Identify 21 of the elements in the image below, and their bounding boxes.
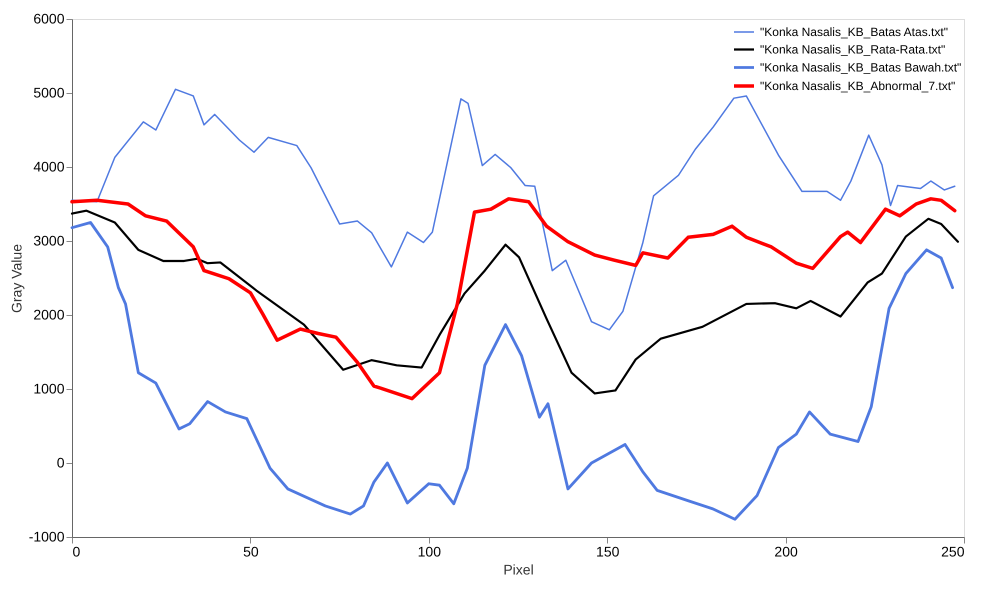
y-tick-label: 6000	[33, 10, 65, 26]
x-tick-label: 50	[243, 544, 259, 560]
y-tick-label: 4000	[33, 158, 65, 174]
x-tick-label: 250	[941, 544, 965, 560]
x-tick-label: 0	[72, 544, 80, 560]
y-tick-label: 3000	[33, 232, 65, 248]
y-tick-label: 2000	[33, 306, 65, 322]
x-axis-title: Pixel	[503, 562, 534, 578]
y-tick-label: 1000	[33, 380, 65, 396]
x-tick-label: 200	[774, 544, 798, 560]
legend-label: "Konka Nasalis_KB_Rata-Rata.txt"	[760, 42, 946, 56]
legend-label: "Konka Nasalis_KB_Batas Bawah.txt"	[760, 60, 962, 74]
y-axis-title: Gray Value	[8, 244, 25, 313]
y-tick-label: 5000	[33, 84, 65, 100]
legend-label: "Konka Nasalis_KB_Batas Atas.txt"	[760, 25, 948, 39]
line-series	[70, 221, 954, 521]
y-tick-label: 0	[56, 454, 65, 470]
legend-label: "Konka Nasalis_KB_Abnormal_7.txt"	[760, 79, 956, 93]
x-tick-label: 150	[596, 544, 620, 560]
y-tick-label: -1000	[28, 528, 65, 544]
x-tick-label: 100	[418, 544, 442, 560]
